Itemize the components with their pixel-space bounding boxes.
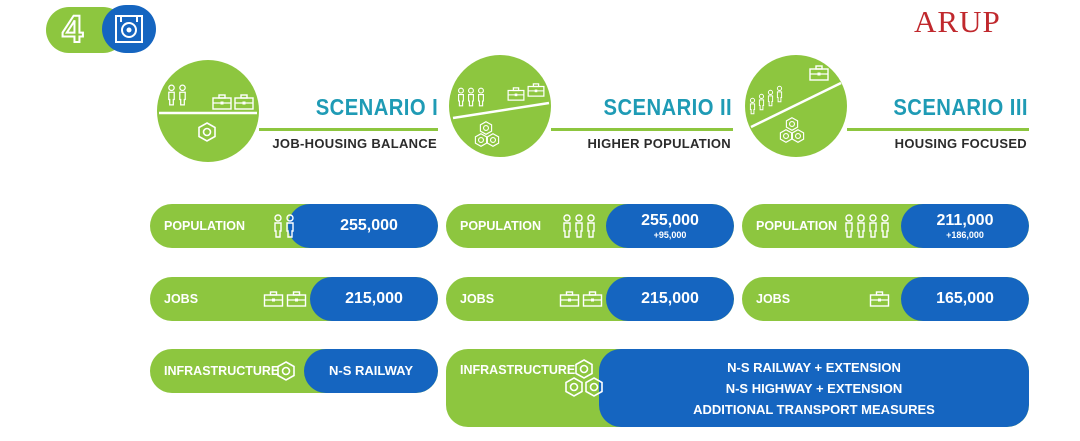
scenario-3-rule [847,128,1029,131]
infrastructure-item: ADDITIONAL TRANSPORT MEASURES [693,401,935,417]
value-segment [606,277,734,321]
population-label: POPULATION [756,219,838,233]
scenario-3-jobs-pill: JOBS 165,000 [742,277,1029,321]
infrastructure-value: N-S RAILWAY [304,349,438,393]
infrastructure-label: INFRASTRUCTURE [164,364,280,378]
jobs-main: 215,000 [345,290,403,307]
scenario-1-jobs-pill: JOBS 215,000 [150,277,438,321]
analysis-target-icon [115,15,143,43]
scenario-1-population-pill: POPULATION 255,000 [150,204,438,248]
jobs-label: JOBS [460,292,495,306]
population-main: 255,000 [340,217,398,234]
jobs-main: 215,000 [641,290,699,307]
shared-infrastructure-pill: INFRASTRUCTURE N-S RAILWAY + EXTENSION N… [446,349,1029,427]
scenario-1-illustration [157,60,259,162]
jobs-main: 165,000 [936,290,994,307]
hexagon-cluster-icon [564,357,604,406]
population-value: 255,000 +95,000 [606,204,734,248]
arup-logo: ARUP [914,4,1001,39]
value-segment [288,204,438,248]
scenario-2-title: SCENARIO II [603,94,732,120]
scenario-3-illustration [745,55,847,157]
briefcase-icon [262,277,308,321]
scenario-2-rule [551,128,733,131]
people-icon [842,204,894,248]
scenario-3-subtitle: HOUSING FOCUSED [894,136,1027,151]
scenario-1-subtitle: JOB-HOUSING BALANCE [272,136,437,151]
population-delta: +186,000 [946,230,984,240]
people-icon [270,204,300,248]
value-segment [304,349,438,393]
population-main: 211,000 [936,212,994,229]
value-segment [599,349,1029,427]
briefcase-icon [558,277,604,321]
step-number: 4 [61,8,84,52]
scenario-2-population-pill: POPULATION 255,000 +95,000 [446,204,734,248]
infrastructure-item: N-S RAILWAY + EXTENSION [727,359,901,375]
population-label: POPULATION [164,219,246,233]
scale-steep-icon [749,65,842,143]
scenario-1-title: SCENARIO I [315,94,438,120]
population-value: 211,000 +186,000 [901,204,1029,248]
briefcase-icon [868,277,892,321]
infrastructure-item: N-S HIGHWAY + EXTENSION [725,380,903,396]
value-segment [606,204,734,248]
jobs-value: 165,000 [901,277,1029,321]
population-label: POPULATION [460,219,542,233]
scale-tilted-icon [452,83,550,147]
hexagon-nut-icon [274,349,298,393]
population-delta: +95,000 [653,230,687,240]
population-main: 255,000 [641,212,699,229]
scenario-3-title: SCENARIO III [893,94,1028,120]
value-segment [310,277,438,321]
population-value: 255,000 [300,204,438,248]
scenario-2-jobs-pill: JOBS 215,000 [446,277,734,321]
jobs-label: JOBS [164,292,199,306]
scale-balance-icon [159,84,257,142]
scenario-2-illustration [449,55,551,157]
value-segment [901,277,1029,321]
scenario-1-infrastructure-pill: INFRASTRUCTURE N-S RAILWAY [150,349,438,393]
scenario-3-population-pill: POPULATION 211,000 +186,000 [742,204,1029,248]
jobs-value: 215,000 [310,277,438,321]
infrastructure-label: INFRASTRUCTURE [460,363,576,377]
infrastructure-item: N-S RAILWAY [328,363,414,378]
value-segment [901,204,1029,248]
infrastructure-items: N-S RAILWAY + EXTENSION N-S HIGHWAY + EX… [599,349,1029,427]
scenario-1-rule [259,128,438,131]
scenario-2-subtitle: HIGHER POPULATION [587,136,731,151]
jobs-value: 215,000 [606,277,734,321]
jobs-label: JOBS [756,292,791,306]
people-icon [560,204,600,248]
badge-icon-container [102,5,156,53]
